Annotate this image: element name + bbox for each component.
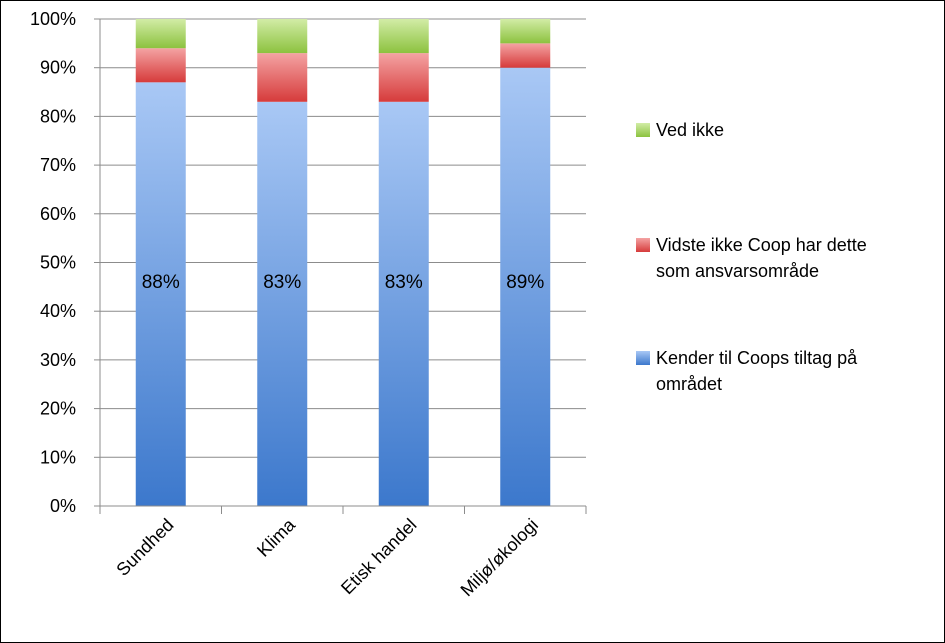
y-tick-label: 70% (40, 155, 76, 175)
axes (94, 18, 587, 514)
data-label: 88% (142, 272, 180, 293)
x-category-labels: Sundhed Klima Etisk handel Miljø/økologi (112, 514, 542, 600)
bar-segment-kender (500, 67, 551, 506)
legend-label: som ansvarsområde (656, 261, 819, 281)
y-tick-label: 90% (40, 58, 76, 78)
legend-label: Ved ikke (656, 120, 724, 140)
y-tick-label: 50% (40, 253, 76, 273)
bar-segment-ved-ikke (135, 19, 186, 49)
data-label: 83% (263, 272, 301, 293)
legend-item-ved-ikke: Ved ikke (636, 120, 724, 140)
bar-segment-kender (257, 101, 308, 506)
data-label: 83% (385, 272, 423, 293)
y-tick-labels: 0% 10% 20% 30% 40% 50% 60% 70% 80% 90% 100% (30, 9, 76, 516)
bar-segment-ved-ikke (378, 19, 429, 54)
bar-segment-ved-ikke (500, 19, 551, 44)
y-tick-label: 100% (30, 9, 76, 29)
y-tick-label: 20% (40, 399, 76, 419)
legend-swatch (636, 123, 650, 137)
legend-swatch (636, 351, 650, 365)
legend-item-kender: Kender til Coops tiltag på området (636, 348, 858, 394)
legend-label: området (656, 374, 722, 394)
y-tick-label: 0% (50, 496, 76, 516)
y-tick-label: 10% (40, 447, 76, 467)
bar-segment-kender (378, 101, 429, 506)
x-category-label: Etisk handel (337, 515, 420, 598)
bar-segment-vidste-ikke (500, 43, 551, 68)
x-category-label: Sundhed (112, 515, 177, 580)
legend: Ved ikke Vidste ikke Coop har dette som an… (636, 120, 867, 394)
y-tick-label: 60% (40, 204, 76, 224)
data-labels: 88% 83% 83% 89% (142, 272, 545, 293)
legend-swatch (636, 238, 650, 252)
y-tick-label: 40% (40, 301, 76, 321)
y-tick-label: 30% (40, 350, 76, 370)
bar-segment-vidste-ikke (257, 53, 308, 102)
bars (135, 19, 551, 506)
data-label: 89% (506, 272, 544, 293)
y-tick-label: 80% (40, 106, 76, 126)
bar-segment-kender (135, 82, 186, 506)
x-category-label: Miljø/økologi (457, 515, 543, 601)
bar-segment-vidste-ikke (378, 53, 429, 102)
bar-segment-vidste-ikke (135, 48, 186, 83)
legend-label: Kender til Coops tiltag på (656, 348, 858, 368)
x-category-label: Klima (253, 514, 300, 561)
bar-segment-ved-ikke (257, 19, 308, 54)
legend-label: Vidste ikke Coop har dette (656, 235, 867, 255)
legend-item-vidste-ikke: Vidste ikke Coop har dette som ansvarsomr… (636, 235, 867, 281)
